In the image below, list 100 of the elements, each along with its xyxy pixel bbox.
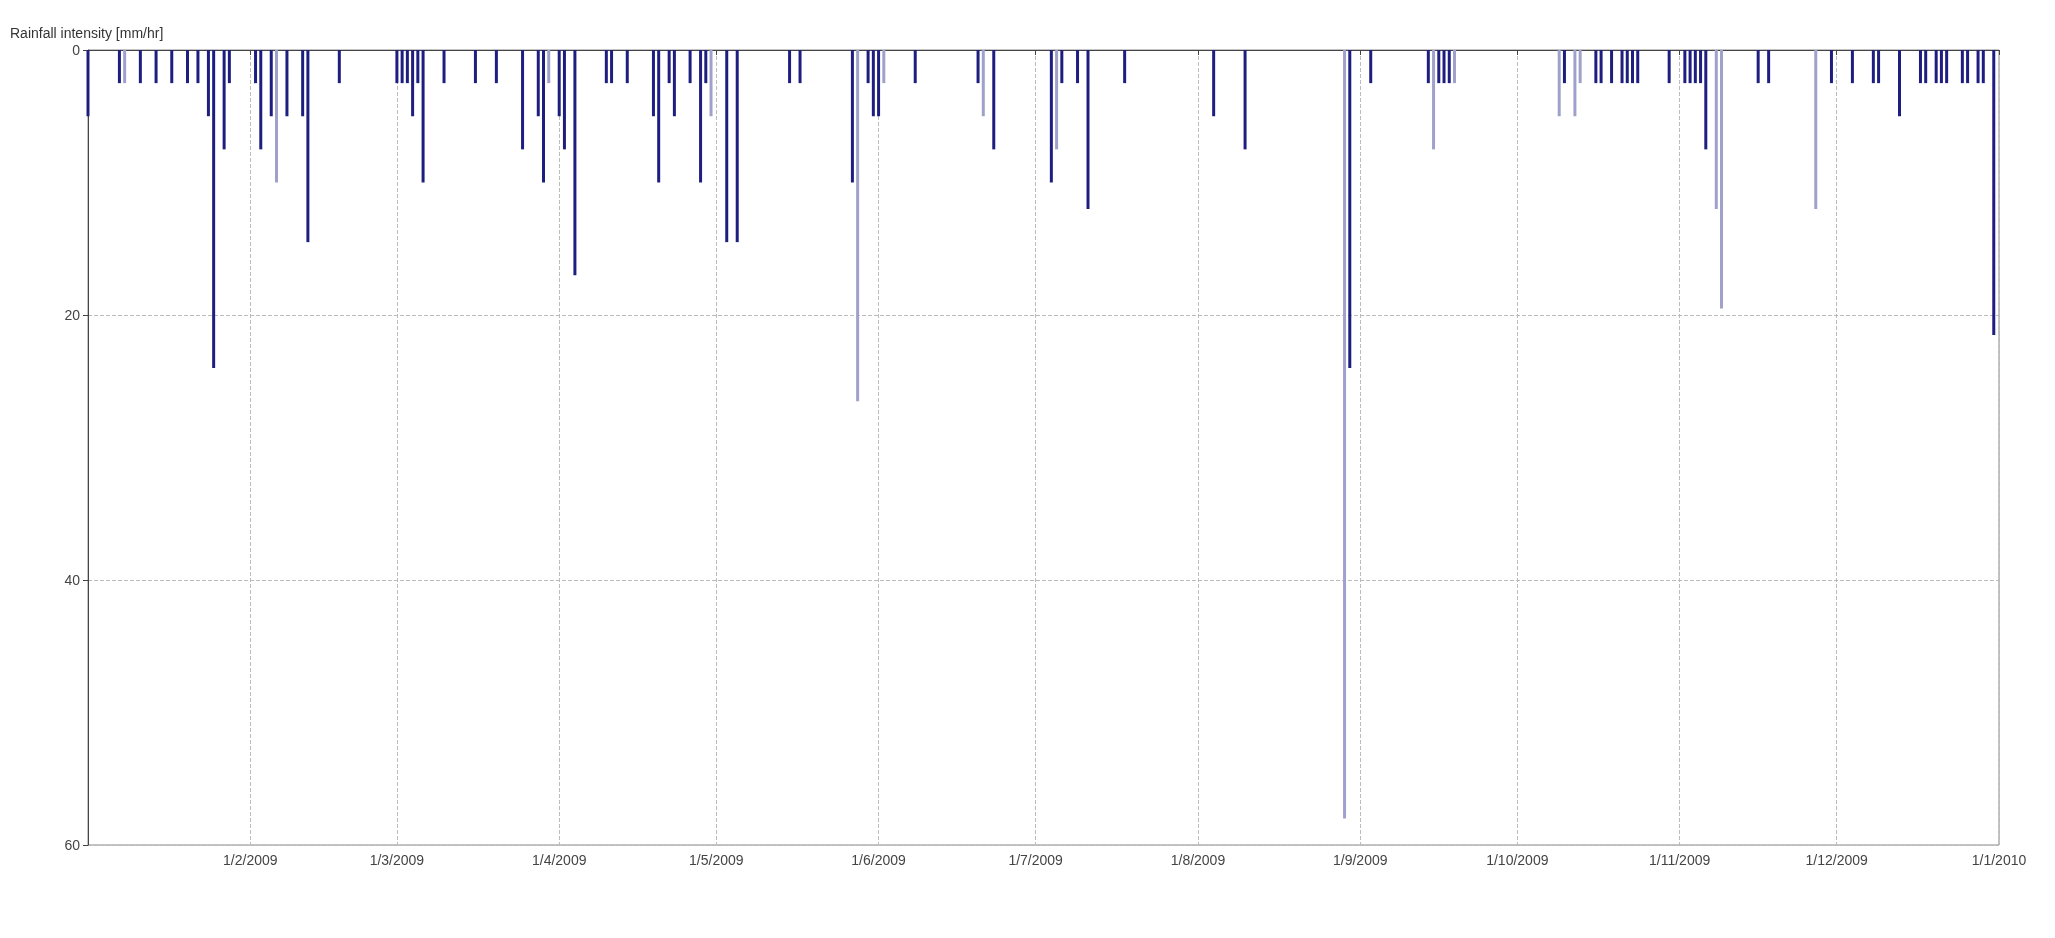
- x-tick-label: 1/8/2009: [1170, 852, 1226, 868]
- bar: [1086, 50, 1090, 209]
- bar: [1055, 50, 1059, 150]
- x-tick-label: 1/4/2009: [531, 852, 587, 868]
- bar: [1243, 50, 1247, 150]
- bar: [521, 50, 525, 150]
- bar: [672, 50, 676, 117]
- bar: [1437, 50, 1441, 84]
- bar: [1992, 50, 1996, 335]
- x-tick-label: 1/1/2010: [1971, 852, 2027, 868]
- bar: [411, 50, 415, 117]
- bar: [573, 50, 577, 276]
- x-tick-label: 1/2/2009: [223, 852, 278, 868]
- bar: [400, 50, 404, 84]
- bar: [196, 50, 200, 84]
- x-tick-label: 1/11/2009: [1649, 852, 1711, 868]
- bar: [1620, 50, 1624, 84]
- bar: [562, 50, 566, 150]
- bar: [269, 50, 273, 117]
- bar: [274, 50, 278, 183]
- x-tick-label: 1/9/2009: [1333, 852, 1388, 868]
- bar: [1212, 50, 1216, 117]
- y-tick-label: 20: [64, 307, 81, 323]
- bar: [442, 50, 446, 84]
- bar: [866, 50, 870, 84]
- bar: [1432, 50, 1436, 150]
- bar: [1939, 50, 1943, 84]
- bar: [699, 50, 703, 183]
- bar: [301, 50, 305, 117]
- bar: [405, 50, 409, 84]
- y-tick-label: 40: [64, 572, 81, 588]
- bar: [306, 50, 310, 243]
- bar: [212, 50, 216, 368]
- bar: [123, 50, 127, 84]
- bar: [1667, 50, 1671, 84]
- bar: [1631, 50, 1635, 84]
- bar: [667, 50, 671, 84]
- bar: [1704, 50, 1708, 150]
- bar: [1924, 50, 1928, 84]
- bar: [877, 50, 881, 117]
- bar: [1877, 50, 1881, 84]
- bar: [138, 50, 142, 84]
- bar: [788, 50, 792, 84]
- bar: [416, 50, 420, 84]
- x-tick-label: 1/7/2009: [1008, 852, 1064, 868]
- bar: [850, 50, 854, 183]
- x-tick-label: 1/12/2009: [1805, 852, 1869, 868]
- bar: [395, 50, 399, 84]
- bar: [704, 50, 708, 84]
- bar: [473, 50, 477, 84]
- bar: [735, 50, 739, 243]
- bar: [1594, 50, 1598, 84]
- bar: [86, 50, 90, 117]
- bar: [1850, 50, 1854, 84]
- bar: [1426, 50, 1430, 84]
- bar: [1814, 50, 1818, 209]
- bar: [1720, 50, 1724, 309]
- bar: [1636, 50, 1640, 84]
- bar: [1693, 50, 1697, 84]
- bar: [992, 50, 996, 150]
- bar: [1343, 50, 1347, 819]
- bar: [536, 50, 540, 117]
- bar: [1976, 50, 1980, 84]
- bar: [725, 50, 729, 243]
- bar: [1683, 50, 1687, 84]
- bar: [1610, 50, 1614, 84]
- bar: [1447, 50, 1451, 84]
- bar: [206, 50, 210, 117]
- bar: [1898, 50, 1902, 117]
- bar: [1076, 50, 1080, 84]
- bar: [1369, 50, 1373, 84]
- bar: [1688, 50, 1692, 84]
- bar: [227, 50, 231, 84]
- bar: [1699, 50, 1703, 84]
- bar: [542, 50, 545, 183]
- bar: [1756, 50, 1760, 84]
- bar: [709, 50, 713, 117]
- bar: [1599, 50, 1603, 84]
- bar: [547, 50, 551, 84]
- y-tick-label: 60: [64, 837, 81, 853]
- bar: [1578, 50, 1582, 84]
- bar: [856, 50, 860, 402]
- x-tick-label: 1/6/2009: [851, 852, 907, 868]
- bar: [1348, 50, 1352, 368]
- y-tick-label: 0: [72, 42, 81, 58]
- bar: [1767, 50, 1771, 84]
- bar: [185, 50, 189, 84]
- bar: [798, 50, 802, 84]
- bar: [610, 50, 614, 84]
- bar: [1060, 50, 1064, 84]
- y-axis-title: Rainfall intensity [mm/hr]: [10, 25, 164, 41]
- bar: [1934, 50, 1938, 84]
- bar: [1966, 50, 1970, 84]
- bar: [981, 50, 985, 117]
- bar: [1960, 50, 1964, 84]
- bar: [1562, 50, 1566, 84]
- bar: [1442, 50, 1446, 84]
- bar: [557, 50, 561, 117]
- bar: [1453, 50, 1456, 84]
- bar: [1918, 50, 1922, 84]
